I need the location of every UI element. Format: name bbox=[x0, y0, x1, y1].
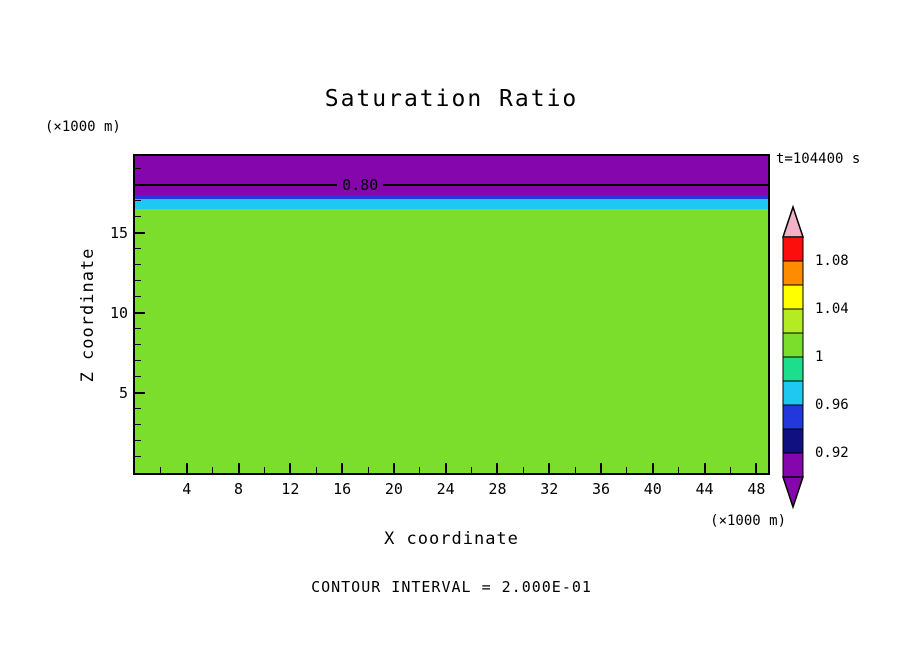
x-tick-label: 12 bbox=[281, 480, 300, 498]
chart-title: Saturation Ratio bbox=[324, 86, 579, 112]
x-minor-tick bbox=[315, 467, 317, 473]
x-major-tick bbox=[496, 463, 499, 473]
colorbar-segment bbox=[782, 428, 804, 454]
y-minor-tick bbox=[135, 360, 141, 362]
x-tick-label: 16 bbox=[333, 480, 352, 498]
colorbar-segment bbox=[782, 236, 804, 262]
y-axis-units: (×1000 m) bbox=[45, 119, 121, 135]
x-minor-tick bbox=[678, 467, 680, 473]
y-minor-tick bbox=[135, 216, 141, 218]
x-minor-tick bbox=[574, 467, 576, 473]
x-minor-tick bbox=[471, 467, 473, 473]
colorbar-arrow-top bbox=[781, 204, 805, 238]
colorbar-tick-label: 0.92 bbox=[815, 445, 849, 461]
y-minor-tick bbox=[135, 264, 141, 266]
y-tick-label: 10 bbox=[109, 303, 128, 322]
x-major-tick bbox=[703, 463, 706, 473]
colorbar-segment bbox=[782, 308, 804, 334]
x-major-tick bbox=[755, 463, 758, 473]
colorbar-segment bbox=[782, 284, 804, 310]
x-minor-tick bbox=[367, 467, 369, 473]
x-major-tick bbox=[444, 463, 447, 473]
x-major-tick bbox=[651, 463, 654, 473]
x-major-tick bbox=[237, 463, 240, 473]
timestamp-label: t=104400 s bbox=[776, 151, 861, 167]
colorbar bbox=[781, 204, 805, 510]
contour-line bbox=[135, 183, 768, 186]
x-major-tick bbox=[600, 463, 602, 473]
colorbar-segment bbox=[782, 452, 804, 478]
y-minor-tick bbox=[135, 408, 141, 410]
saturation-band bbox=[135, 195, 768, 200]
x-minor-tick bbox=[522, 467, 524, 473]
x-tick-label: 24 bbox=[436, 480, 455, 498]
colorbar-segment bbox=[782, 260, 804, 286]
contour-interval-label: CONTOUR INTERVAL = 2.000E-01 bbox=[311, 578, 592, 596]
x-axis-label: X coordinate bbox=[384, 529, 519, 549]
y-minor-tick bbox=[135, 168, 141, 170]
x-major-tick bbox=[548, 463, 551, 473]
x-minor-tick bbox=[729, 467, 731, 473]
colorbar-tick-label: 1.08 bbox=[815, 253, 849, 269]
y-tick-label: 15 bbox=[109, 223, 128, 242]
colorbar-segment bbox=[782, 380, 804, 406]
saturation-band bbox=[135, 199, 768, 209]
x-tick-label: 4 bbox=[182, 480, 192, 498]
x-minor-tick bbox=[419, 467, 421, 473]
colorbar-segment bbox=[782, 404, 804, 430]
contour-line-label: 0.80 bbox=[337, 175, 384, 194]
colorbar-tick-label: 1 bbox=[815, 349, 824, 365]
y-minor-tick bbox=[135, 424, 141, 426]
y-minor-tick bbox=[135, 184, 141, 186]
y-minor-tick bbox=[135, 344, 141, 346]
y-minor-tick bbox=[135, 456, 141, 458]
y-major-tick bbox=[135, 311, 145, 314]
y-minor-tick bbox=[135, 328, 141, 330]
y-minor-tick bbox=[135, 440, 141, 442]
x-tick-label: 8 bbox=[234, 480, 244, 498]
x-tick-label: 28 bbox=[488, 480, 507, 498]
y-major-tick bbox=[135, 391, 145, 394]
x-minor-tick bbox=[160, 467, 162, 473]
x-minor-tick bbox=[626, 467, 628, 473]
saturation-band bbox=[135, 208, 768, 473]
x-minor-tick bbox=[212, 467, 214, 473]
colorbar-segment bbox=[782, 356, 804, 382]
colorbar-arrow-bottom bbox=[781, 476, 805, 510]
x-tick-label: 32 bbox=[540, 480, 559, 498]
x-major-tick bbox=[185, 463, 188, 473]
colorbar-tick-label: 1.04 bbox=[815, 301, 849, 317]
x-tick-label: 36 bbox=[591, 480, 611, 498]
x-minor-tick bbox=[263, 467, 265, 473]
x-tick-label: 20 bbox=[384, 480, 403, 498]
y-minor-tick bbox=[135, 248, 141, 250]
x-major-tick bbox=[392, 463, 395, 473]
x-major-tick bbox=[341, 463, 344, 473]
x-major-tick bbox=[289, 463, 292, 473]
y-minor-tick bbox=[135, 376, 141, 378]
colorbar-segment bbox=[782, 332, 804, 358]
x-tick-label: 44 bbox=[695, 480, 714, 498]
plot-area: 0.80 bbox=[135, 156, 768, 473]
colorbar-tick-label: 0.96 bbox=[815, 397, 849, 413]
x-axis-units: (×1000 m) bbox=[710, 513, 786, 529]
y-minor-tick bbox=[135, 200, 141, 202]
y-tick-label: 5 bbox=[118, 383, 128, 402]
y-minor-tick bbox=[135, 280, 141, 282]
saturation-band bbox=[135, 156, 768, 196]
y-major-tick bbox=[135, 231, 145, 234]
x-tick-label: 40 bbox=[643, 480, 662, 498]
x-tick-label: 48 bbox=[747, 480, 766, 498]
y-minor-tick bbox=[135, 296, 141, 298]
